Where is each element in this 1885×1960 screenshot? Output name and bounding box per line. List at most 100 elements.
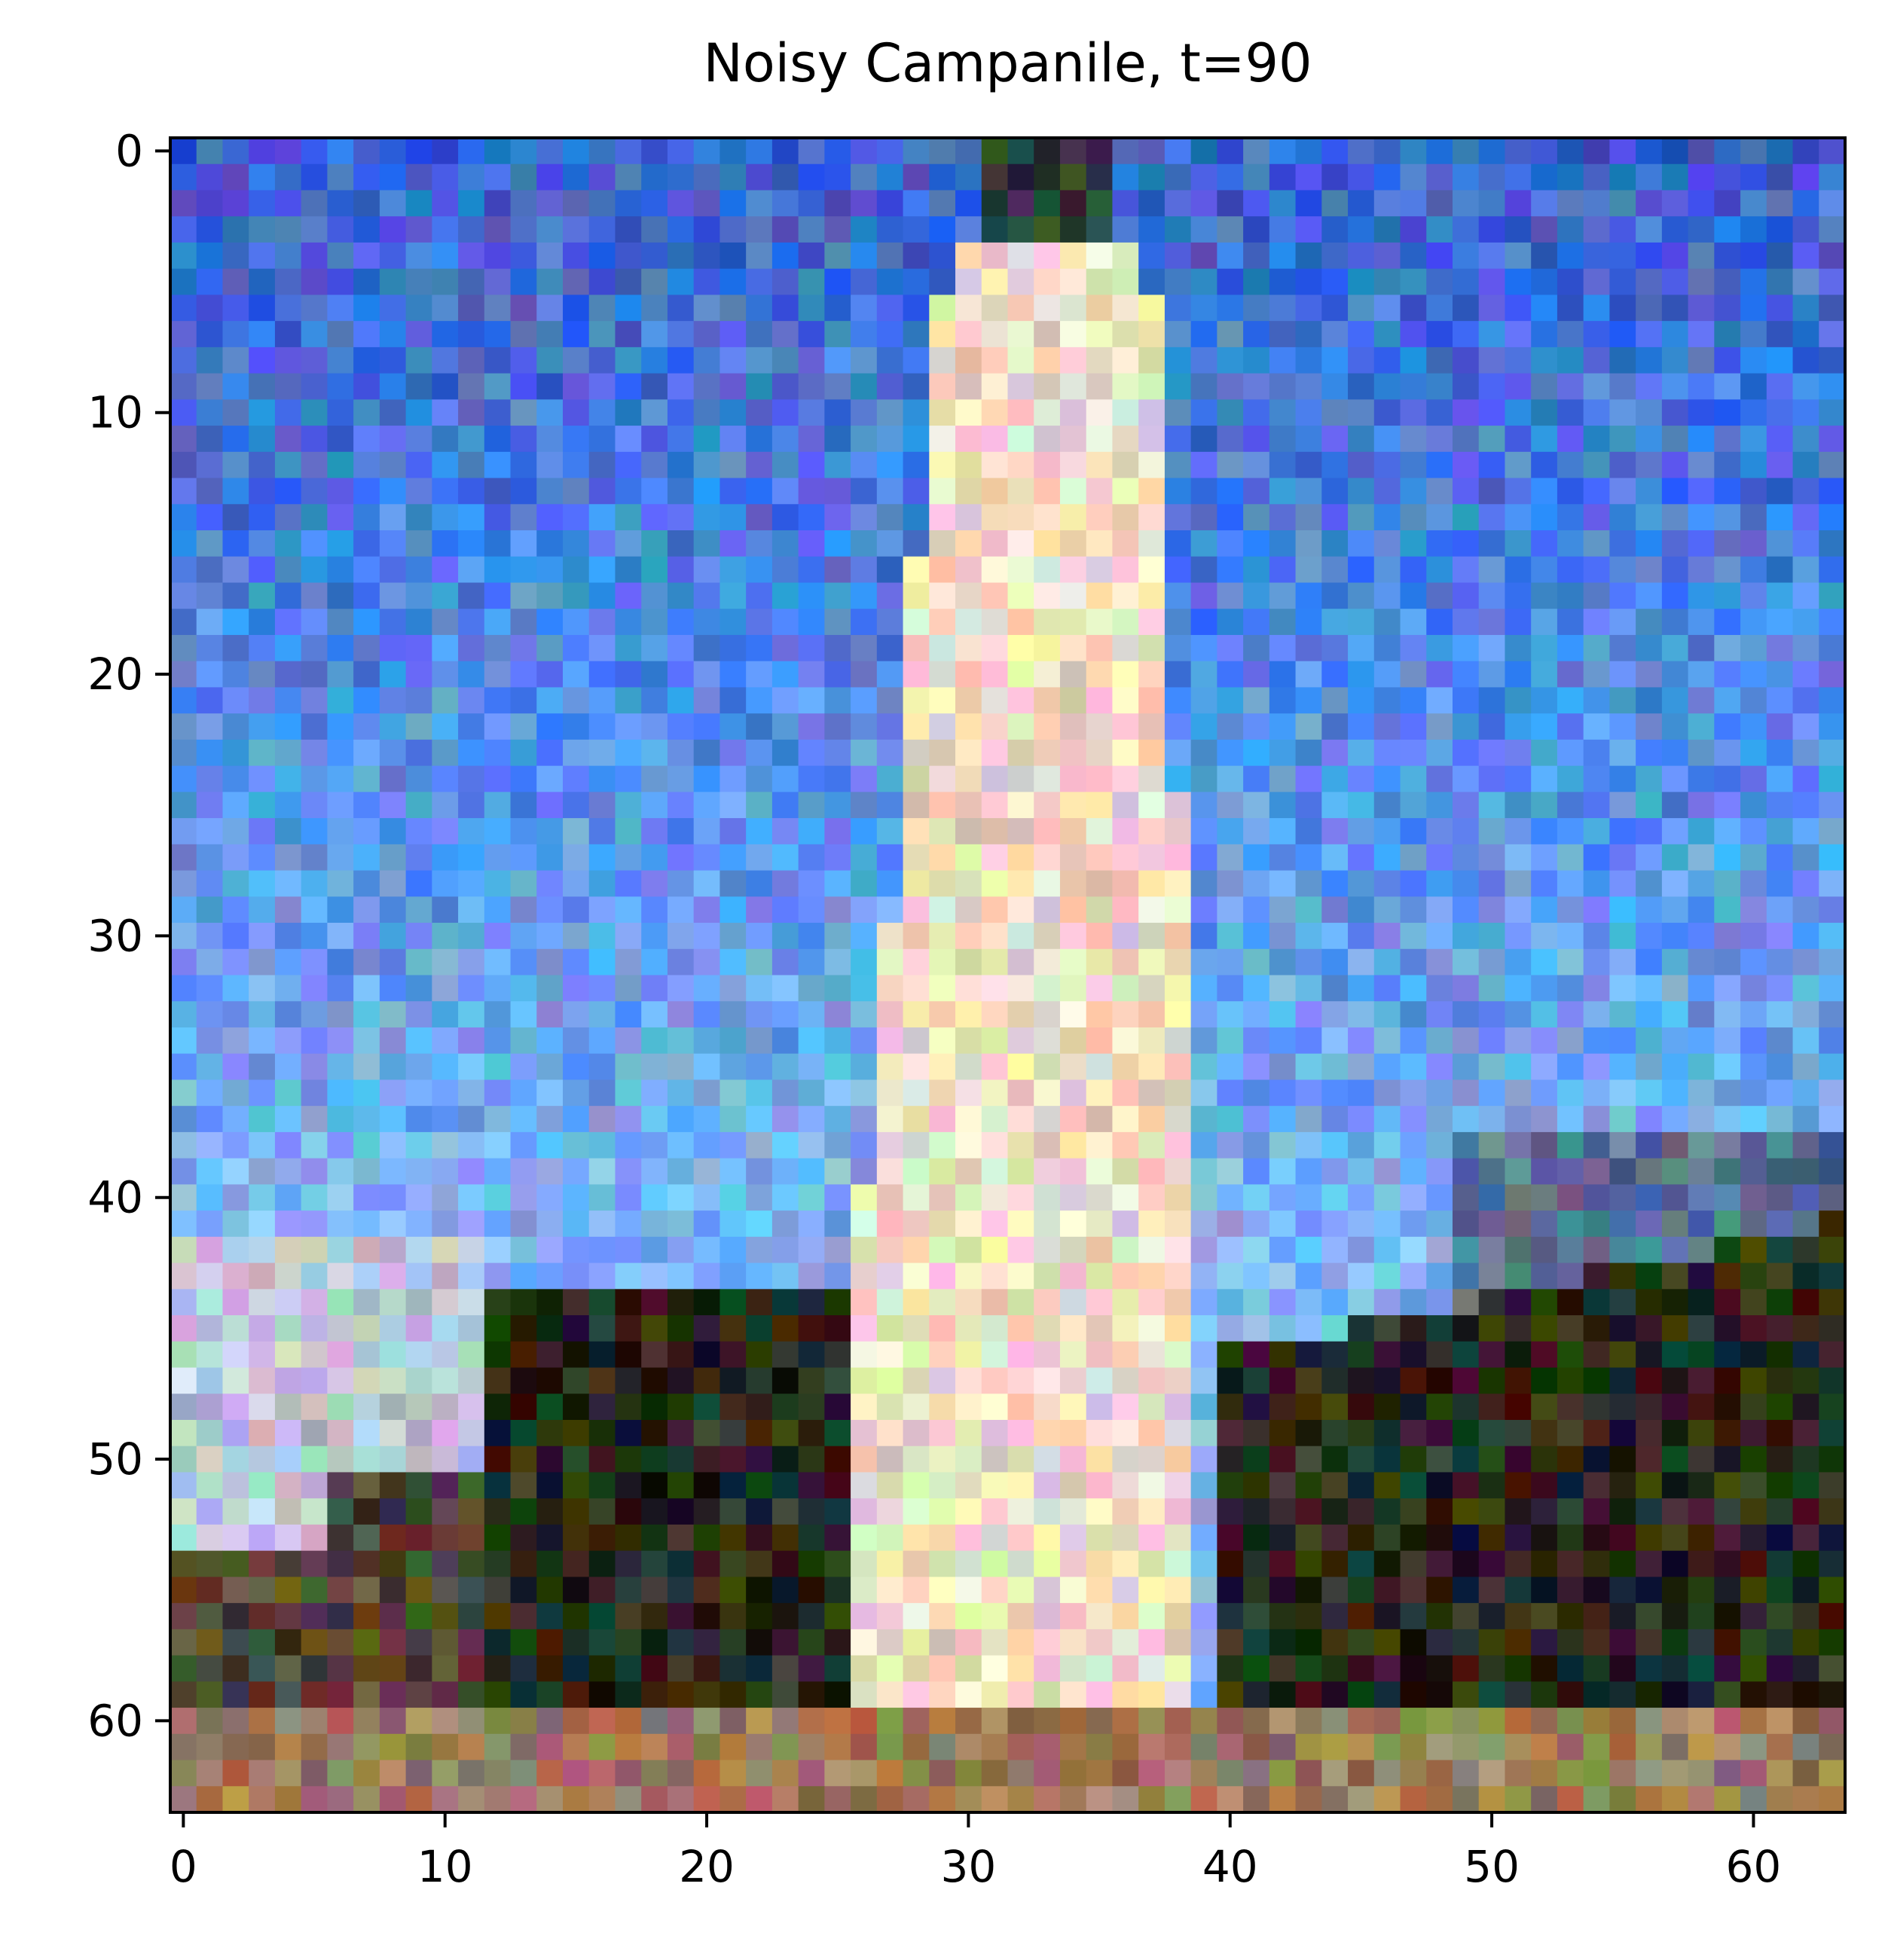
image-pixel [301, 242, 328, 270]
image-pixel [170, 1681, 197, 1708]
image-pixel [432, 1289, 459, 1316]
image-pixel [588, 634, 616, 662]
image-pixel [1583, 1655, 1610, 1682]
image-pixel [693, 1419, 721, 1447]
image-pixel [1007, 321, 1034, 348]
image-pixel [746, 373, 773, 400]
image-pixel [405, 163, 432, 191]
image-pixel [981, 504, 1009, 531]
image-pixel [1661, 1001, 1689, 1028]
image-pixel [1531, 1001, 1558, 1028]
image-pixel [327, 1419, 354, 1447]
image-pixel [1269, 530, 1297, 557]
image-pixel [1426, 1446, 1453, 1473]
image-pixel [1400, 268, 1427, 295]
image-pixel [1034, 1446, 1061, 1473]
image-pixel [301, 1629, 328, 1656]
image-pixel [484, 1550, 512, 1577]
image-pixel [274, 582, 302, 609]
image-pixel [1740, 1079, 1767, 1107]
image-pixel [876, 1708, 904, 1735]
image-pixel [222, 634, 249, 662]
image-pixel [903, 1681, 930, 1708]
image-pixel [1164, 347, 1192, 374]
image-pixel [903, 765, 930, 792]
image-pixel [1086, 1394, 1114, 1421]
image-pixel [1792, 1184, 1819, 1211]
image-pixel [1034, 765, 1061, 792]
image-pixel [1295, 1158, 1322, 1185]
image-pixel [510, 1079, 537, 1107]
image-pixel [1348, 661, 1375, 688]
image-pixel [1792, 504, 1819, 531]
image-pixel [719, 1394, 747, 1421]
image-pixel [1138, 1498, 1166, 1525]
image-pixel [379, 1184, 407, 1211]
image-pixel [249, 1708, 276, 1735]
image-pixel [1609, 1681, 1636, 1708]
image-pixel [824, 844, 851, 872]
image-pixel [274, 1603, 302, 1630]
image-pixel [1766, 661, 1794, 688]
image-pixel [1269, 792, 1297, 819]
image-pixel [222, 1210, 249, 1238]
image-pixel [746, 1053, 773, 1081]
image-pixel [1478, 556, 1506, 584]
image-pixel [301, 1655, 328, 1682]
image-pixel [1269, 1786, 1297, 1813]
image-pixel [615, 1524, 642, 1552]
image-pixel [1034, 1210, 1061, 1238]
image-pixel [1348, 1341, 1375, 1369]
image-pixel [1557, 1079, 1584, 1107]
image-pixel [1792, 373, 1819, 400]
image-pixel [1269, 923, 1297, 950]
image-pixel [536, 1158, 564, 1185]
image-pixel [379, 609, 407, 636]
image-pixel [1636, 948, 1663, 976]
image-pixel [1321, 975, 1349, 1002]
image-pixel [1452, 1655, 1480, 1682]
image-pixel [1609, 1472, 1636, 1499]
image-pixel [510, 1629, 537, 1656]
image-pixel [196, 792, 224, 819]
image-pixel [1792, 1524, 1819, 1552]
image-pixel [1321, 1446, 1349, 1473]
image-pixel [1661, 399, 1689, 426]
image-pixel [719, 1053, 747, 1081]
image-pixel [563, 268, 590, 295]
image-pixel [1661, 1184, 1689, 1211]
image-pixel [1819, 426, 1846, 453]
image-pixel [1034, 1131, 1061, 1159]
image-pixel [771, 1236, 799, 1264]
image-pixel [1688, 739, 1715, 767]
image-pixel [1217, 504, 1244, 531]
image-pixel [1217, 1027, 1244, 1055]
image-pixel [1583, 321, 1610, 348]
image-pixel [955, 138, 982, 165]
image-pixel [1609, 870, 1636, 897]
image-pixel [563, 478, 590, 505]
image-pixel [1661, 1053, 1689, 1081]
image-pixel [1190, 739, 1217, 767]
image-pixel [1217, 1446, 1244, 1473]
image-pixel [746, 1708, 773, 1735]
image-pixel [1426, 1262, 1453, 1290]
image-pixel [353, 321, 380, 348]
image-pixel [1452, 1419, 1480, 1447]
image-pixel [876, 1498, 904, 1525]
image-pixel [1452, 1079, 1480, 1107]
image-pixel [1557, 1158, 1584, 1185]
image-pixel [903, 478, 930, 505]
image-pixel [432, 242, 459, 270]
image-pixel [615, 1472, 642, 1499]
image-pixel [929, 792, 956, 819]
image-pixel [1059, 582, 1087, 609]
image-pixel [170, 1733, 197, 1761]
image-pixel [1478, 582, 1506, 609]
image-pixel [824, 713, 851, 740]
image-pixel [955, 1315, 982, 1342]
image-pixel [1295, 1524, 1322, 1552]
image-pixel [1348, 1603, 1375, 1630]
image-pixel [981, 1603, 1009, 1630]
image-pixel [1217, 321, 1244, 348]
